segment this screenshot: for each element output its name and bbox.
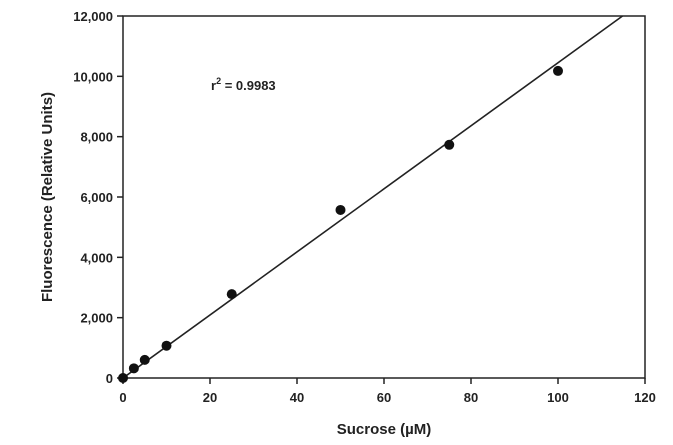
y-tick-label: 10,000 (73, 69, 113, 84)
data-point (553, 65, 563, 76)
x-tick-label: 100 (547, 390, 569, 405)
fit-line-group (122, 15, 623, 379)
x-tick-label: 120 (634, 390, 656, 405)
r-squared-superscript: 2 (216, 76, 221, 86)
y-tick-label: 0 (106, 371, 113, 386)
data-point (444, 139, 455, 150)
plot-frame (122, 15, 646, 379)
r-squared-value: = 0.9983 (221, 78, 276, 93)
data-point (226, 289, 237, 300)
r-squared-prefix: r (211, 78, 216, 93)
data-point (139, 354, 150, 365)
x-tick-label: 0 (119, 390, 126, 405)
r-squared-annotation: r2 = 0.9983 (211, 76, 276, 93)
data-point (118, 373, 128, 383)
data-point (335, 204, 346, 215)
y-tick-label: 6,000 (80, 190, 113, 205)
data-points (118, 65, 563, 383)
y-axis-title: Fluorescence (Relative Units) (39, 92, 56, 302)
x-tick-label: 80 (464, 390, 478, 405)
fit-line (122, 15, 623, 379)
data-point (128, 363, 139, 374)
x-axis-title: Sucrose (µM) (337, 421, 432, 438)
x-tick-label: 20 (203, 390, 217, 405)
y-tick-label: 8,000 (80, 130, 113, 145)
data-point (161, 340, 172, 351)
x-tick-label: 40 (290, 390, 304, 405)
y-tick-label: 12,000 (73, 9, 113, 24)
x-tick-label: 60 (377, 390, 391, 405)
y-tick-label: 2,000 (80, 311, 113, 326)
ticks: 0 20 40 60 80 100 120 0 2,000 4,000 6,000 8,000 10,0… (73, 9, 656, 405)
axes (122, 15, 646, 379)
y-tick-label: 4,000 (80, 250, 113, 265)
